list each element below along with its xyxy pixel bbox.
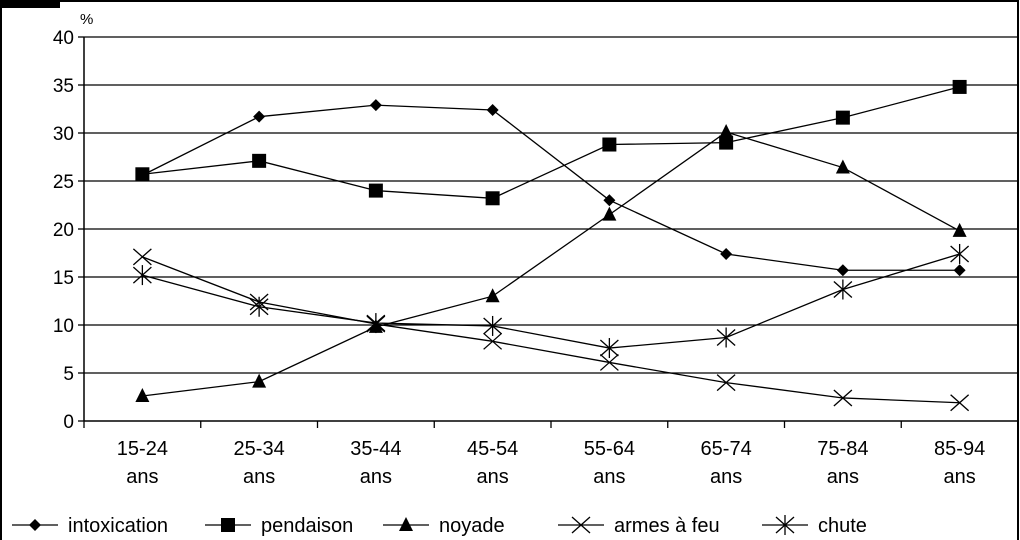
x-tick-label: 15-24 ans (117, 438, 168, 488)
legend-label: armes à feu (614, 515, 720, 537)
y-tick-label: 0 (63, 412, 74, 433)
corner-block (0, 0, 60, 8)
legend-item-noyade: noyade (383, 515, 505, 537)
series-line-armes-feu (142, 256, 960, 404)
x-tick-label: 25-34 ans (234, 438, 285, 488)
data-point-noyade (485, 288, 500, 303)
data-point-armes-feu (950, 394, 970, 412)
series-line-noyade (142, 131, 960, 397)
data-point-chute (599, 338, 619, 359)
x-tick-label: 65-74 ans (701, 438, 752, 488)
series-noyade (135, 124, 967, 403)
y-axis-unit: % (80, 11, 93, 28)
legend-label: chute (818, 515, 867, 537)
legend-item-chute: chute (762, 515, 867, 537)
data-point-noyade (252, 373, 267, 388)
data-point-noyade (602, 206, 617, 221)
data-point-intoxication (253, 110, 266, 123)
y-tick-label: 35 (53, 76, 74, 97)
data-point-pendaison (135, 167, 150, 182)
data-point-pendaison (485, 191, 500, 206)
y-tick-labels: 0 5 10 15 20 25 30 35 40 (53, 28, 74, 433)
y-tick-label: 20 (53, 220, 74, 241)
data-point-noyade (952, 222, 967, 237)
y-tick-label: 10 (53, 316, 74, 337)
grid (84, 36, 1018, 374)
data-point-armes-feu (833, 389, 853, 407)
legend-marker-intoxication (29, 519, 41, 531)
legend-item-pendaison: pendaison (205, 515, 353, 537)
legend-marker-noyade (399, 517, 413, 531)
legend-item-intoxication: intoxication (12, 515, 168, 537)
data-point-armes-feu (483, 332, 503, 350)
data-point-pendaison (835, 110, 850, 125)
series-armes-feu (132, 248, 970, 412)
legend-label: intoxication (68, 515, 168, 537)
series (132, 79, 970, 412)
data-point-chute (132, 265, 152, 286)
data-point-armes-feu (132, 248, 152, 266)
data-point-intoxication (720, 247, 733, 260)
y-tick-label: 25 (53, 172, 74, 193)
x-tick-label: 75-84 ans (817, 438, 868, 488)
data-point-pendaison (952, 79, 967, 94)
y-tick-label: 40 (53, 28, 74, 49)
x-tick-label: 55-64 ans (584, 438, 635, 488)
data-point-intoxication (836, 264, 849, 277)
legend-marker-armes-feu (571, 516, 591, 534)
data-point-pendaison (602, 137, 617, 152)
data-point-chute (833, 279, 853, 300)
data-point-intoxication (486, 103, 499, 116)
legend-marker-pendaison (221, 518, 235, 532)
data-point-noyade (719, 124, 734, 139)
x-tick-label: 85-94 ans (934, 438, 985, 488)
series-line-chute (142, 253, 960, 349)
y-tick-label: 15 (53, 268, 74, 289)
axes (78, 36, 1019, 428)
series-pendaison (135, 79, 967, 206)
data-point-intoxication (369, 99, 382, 112)
series-chute (132, 243, 970, 359)
data-point-intoxication (603, 194, 616, 207)
data-point-noyade (135, 388, 150, 403)
data-point-armes-feu (716, 374, 736, 392)
data-point-pendaison (252, 153, 267, 168)
data-point-chute (366, 313, 386, 334)
x-tick-label: 45-54 ans (467, 438, 518, 488)
data-point-chute (950, 243, 970, 264)
data-point-chute (716, 327, 736, 348)
data-point-chute (483, 315, 503, 336)
y-tick-label: 5 (63, 364, 74, 385)
legend-marker-chute (775, 515, 795, 535)
data-point-noyade (835, 159, 850, 174)
series-line-intoxication (142, 104, 960, 271)
data-point-armes-feu (599, 353, 619, 371)
data-point-pendaison (719, 135, 734, 150)
legend-label: noyade (439, 515, 505, 537)
data-point-pendaison (368, 183, 383, 198)
x-tick-labels: 15-24 ans 25-34 ans 35-44 ans 45-54 ans 55-64 ans… (117, 438, 985, 488)
legend-label: pendaison (261, 515, 353, 537)
legend-item-armes-feu: armes à feu (558, 515, 720, 537)
x-tick-label: 35-44 ans (350, 438, 401, 488)
data-point-chute (249, 296, 269, 317)
y-tick-label: 30 (53, 124, 74, 145)
legend: intoxication pendaison noyade armes à feu ch… (12, 515, 867, 537)
data-point-intoxication (953, 264, 966, 277)
series-line-pendaison (142, 86, 960, 199)
